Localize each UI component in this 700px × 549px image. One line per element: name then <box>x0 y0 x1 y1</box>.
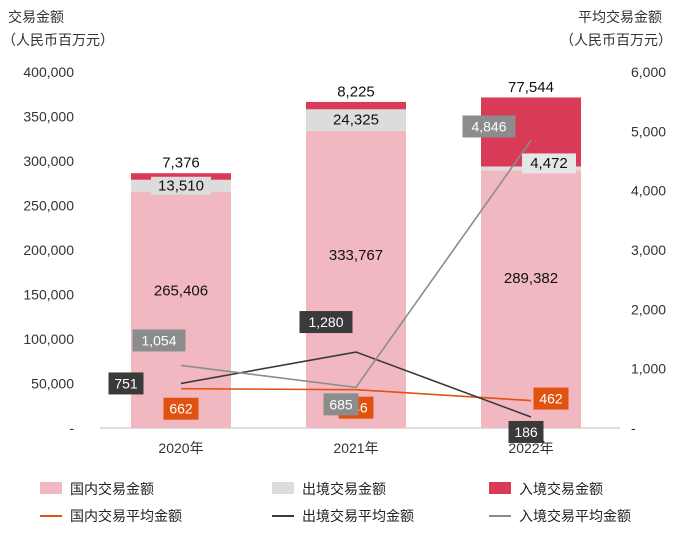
left-tick-label: 350,000 <box>23 109 74 125</box>
left-tick-label: 300,000 <box>23 153 74 169</box>
category-labels: 2020年 2021年 2022年 <box>158 440 553 456</box>
bar-inbound <box>306 101 406 110</box>
inbound-avg-label: 1,054 <box>141 332 176 348</box>
line-group <box>180 140 532 418</box>
bar-label-outbound: 4,472 <box>530 155 568 172</box>
legend-swatch-domestic <box>40 482 62 494</box>
bar-label-inbound: 8,225 <box>337 83 375 100</box>
bar-label-domestic: 289,382 <box>504 270 558 287</box>
legend-label-domestic-avg-line: 国内交易平均金额 <box>70 508 182 524</box>
bar-label-outbound: 13,510 <box>158 177 204 194</box>
bar-label-outbound-box <box>151 176 211 195</box>
bar-label-outbound-box <box>522 153 576 174</box>
right-axis-ticks: - 1,000 2,000 3,000 4,000 5,000 6,000 <box>631 64 666 436</box>
right-tick-label: 2,000 <box>631 301 666 317</box>
outbound-avg-label: 751 <box>114 375 138 391</box>
right-tick-label: 5,000 <box>631 123 666 139</box>
right-axis-title: 平均交易金额 （人民币百万元） <box>560 9 672 48</box>
left-tick-label: - <box>69 420 74 436</box>
inbound-avg-line <box>180 140 532 389</box>
right-tick-label: 6,000 <box>631 64 666 80</box>
left-axis-title: 交易金额 （人民币百万元） <box>2 9 114 48</box>
right-tick-label: 1,000 <box>631 361 666 377</box>
bar-label-inbound: 7,376 <box>162 155 200 172</box>
legend-label-outbound-avg-line: 出境交易平均金额 <box>302 508 414 524</box>
bar-domestic <box>481 170 581 429</box>
legend-swatch-inbound <box>489 482 511 494</box>
right-tick-label: 3,000 <box>631 242 666 258</box>
left-tick-label: 100,000 <box>23 331 74 347</box>
domestic-avg-label: 662 <box>169 401 193 417</box>
legend-label-domestic: 国内交易金额 <box>70 481 154 497</box>
right-tick-label: 4,000 <box>631 183 666 199</box>
bar-label-domestic: 333,767 <box>329 247 383 264</box>
right-axis-title-line1: 平均交易金额 <box>578 9 662 25</box>
outbound-avg-label-box <box>108 372 144 395</box>
bar-inbound <box>131 173 231 180</box>
legend-swatch-outbound <box>272 482 294 494</box>
x-category-label: 2021年 <box>333 440 378 456</box>
domestic-avg-label-box <box>163 397 199 420</box>
domestic-avg-label-box <box>533 387 569 410</box>
outbound-avg-label: 186 <box>514 424 538 440</box>
legend-label-inbound: 入境交易金额 <box>519 481 603 497</box>
inbound-avg-label-box <box>132 329 186 352</box>
inbound-avg-label: 4,846 <box>471 118 506 134</box>
inbound-avg-label-box <box>323 393 359 416</box>
inbound-avg-label-box <box>462 115 516 138</box>
left-tick-label: 200,000 <box>23 242 74 258</box>
inbound-avg-label: 685 <box>329 396 353 412</box>
left-tick-label: 150,000 <box>23 287 74 303</box>
bar-label-group: 265,406 13,510 7,376 333,767 24,325 8,225 289,… <box>151 79 576 299</box>
bar-label-outbound: 24,325 <box>333 112 379 129</box>
left-tick-label: 50,000 <box>31 376 74 392</box>
left-tick-label: 400,000 <box>23 64 74 80</box>
left-axis-ticks: - 50,000 100,000 150,000 200,000 250,000 300,0… <box>23 64 74 436</box>
bar-label-outbound-box <box>326 111 386 130</box>
left-tick-label: 250,000 <box>23 198 74 214</box>
x-category-label: 2022年 <box>508 440 553 456</box>
outbound-avg-label-box <box>299 311 353 334</box>
bar-label-inbound: 77,544 <box>508 79 554 96</box>
bar-label-domestic: 265,406 <box>154 282 208 299</box>
legend-label-inbound-avg-line: 入境交易平均金额 <box>519 508 631 524</box>
left-axis-title-line1: 交易金额 <box>8 9 64 25</box>
legend-label-outbound: 出境交易金额 <box>302 481 386 497</box>
domestic-avg-line <box>180 387 532 402</box>
outbound-avg-label-box <box>508 420 544 443</box>
right-tick-label: - <box>631 420 636 436</box>
bar-domestic <box>131 191 231 428</box>
domestic-avg-label: 462 <box>539 391 563 407</box>
bar-domestic <box>306 130 406 428</box>
outbound-avg-label: 1,280 <box>308 314 343 330</box>
right-axis-title-line2: （人民币百万元） <box>560 32 672 48</box>
left-axis-title-line2: （人民币百万元） <box>2 32 114 48</box>
x-category-label: 2020年 <box>158 440 203 456</box>
